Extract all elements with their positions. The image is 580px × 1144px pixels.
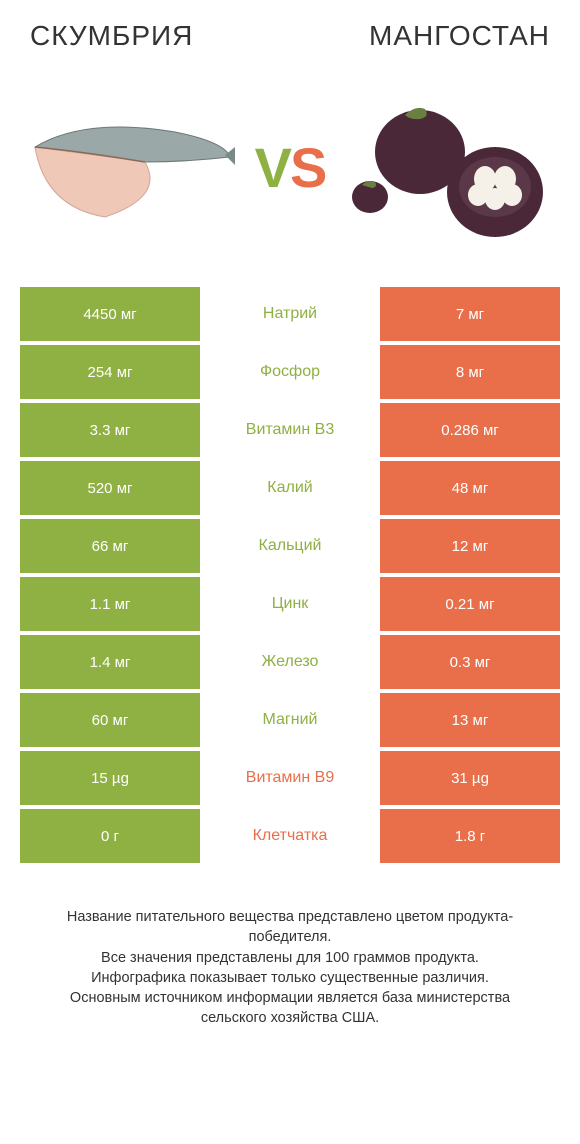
footer-notes: Название питательного вещества представл… — [20, 867, 560, 1029]
nutrient-label-cell: Фосфор — [200, 345, 380, 399]
vs-s-letter: S — [290, 136, 325, 199]
header-titles: СКУМБРИЯ МАНГОСТАН — [20, 20, 560, 67]
table-row: 3.3 мгВитамин B30.286 мг — [20, 403, 560, 457]
infographic-container: СКУМБРИЯ МАНГОСТАН VS — [0, 0, 580, 1029]
left-value-cell: 1.1 мг — [20, 577, 200, 631]
nutrient-label-cell: Магний — [200, 693, 380, 747]
table-row: 66 мгКальций12 мг — [20, 519, 560, 573]
table-row: 1.4 мгЖелезо0.3 мг — [20, 635, 560, 689]
footer-line-1: Название питательного вещества представл… — [40, 907, 540, 948]
nutrient-label-cell: Витамин B9 — [200, 751, 380, 805]
right-value-cell: 8 мг — [380, 345, 560, 399]
right-value-cell: 31 µg — [380, 751, 560, 805]
nutrient-label-cell: Кальций — [200, 519, 380, 573]
right-product-image — [340, 77, 560, 257]
right-value-cell: 7 мг — [380, 287, 560, 341]
image-row: VS — [20, 67, 560, 287]
left-product-title: СКУМБРИЯ — [30, 20, 193, 52]
right-value-cell: 1.8 г — [380, 809, 560, 863]
left-value-cell: 254 мг — [20, 345, 200, 399]
left-value-cell: 1.4 мг — [20, 635, 200, 689]
left-value-cell: 520 мг — [20, 461, 200, 515]
nutrient-label-cell: Железо — [200, 635, 380, 689]
nutrient-label-cell: Клетчатка — [200, 809, 380, 863]
table-row: 60 мгМагний13 мг — [20, 693, 560, 747]
right-value-cell: 13 мг — [380, 693, 560, 747]
table-row: 254 мгФосфор8 мг — [20, 345, 560, 399]
vs-v-letter: V — [255, 136, 290, 199]
table-row: 0 гКлетчатка1.8 г — [20, 809, 560, 863]
nutrient-label-cell: Витамин B3 — [200, 403, 380, 457]
table-row: 1.1 мгЦинк0.21 мг — [20, 577, 560, 631]
nutrient-label-cell: Калий — [200, 461, 380, 515]
vs-label: VS — [255, 135, 326, 200]
comparison-table: 4450 мгНатрий7 мг254 мгФосфор8 мг3.3 мгВ… — [20, 287, 560, 863]
table-row: 4450 мгНатрий7 мг — [20, 287, 560, 341]
footer-line-4: Основным источником информации является … — [40, 988, 540, 1029]
right-product-title: МАНГОСТАН — [369, 20, 550, 52]
left-value-cell: 3.3 мг — [20, 403, 200, 457]
left-value-cell: 4450 мг — [20, 287, 200, 341]
left-value-cell: 15 µg — [20, 751, 200, 805]
right-value-cell: 0.21 мг — [380, 577, 560, 631]
footer-line-3: Инфографика показывает только существенн… — [40, 968, 540, 988]
right-value-cell: 0.286 мг — [380, 403, 560, 457]
nutrient-label-cell: Цинк — [200, 577, 380, 631]
footer-line-2: Все значения представлены для 100 граммо… — [40, 948, 540, 968]
right-value-cell: 48 мг — [380, 461, 560, 515]
table-row: 520 мгКалий48 мг — [20, 461, 560, 515]
left-value-cell: 0 г — [20, 809, 200, 863]
fish-icon — [25, 107, 235, 227]
right-value-cell: 12 мг — [380, 519, 560, 573]
left-value-cell: 60 мг — [20, 693, 200, 747]
table-row: 15 µgВитамин B931 µg — [20, 751, 560, 805]
right-value-cell: 0.3 мг — [380, 635, 560, 689]
left-value-cell: 66 мг — [20, 519, 200, 573]
mangosteen-icon — [350, 87, 550, 247]
nutrient-label-cell: Натрий — [200, 287, 380, 341]
left-product-image — [20, 77, 240, 257]
